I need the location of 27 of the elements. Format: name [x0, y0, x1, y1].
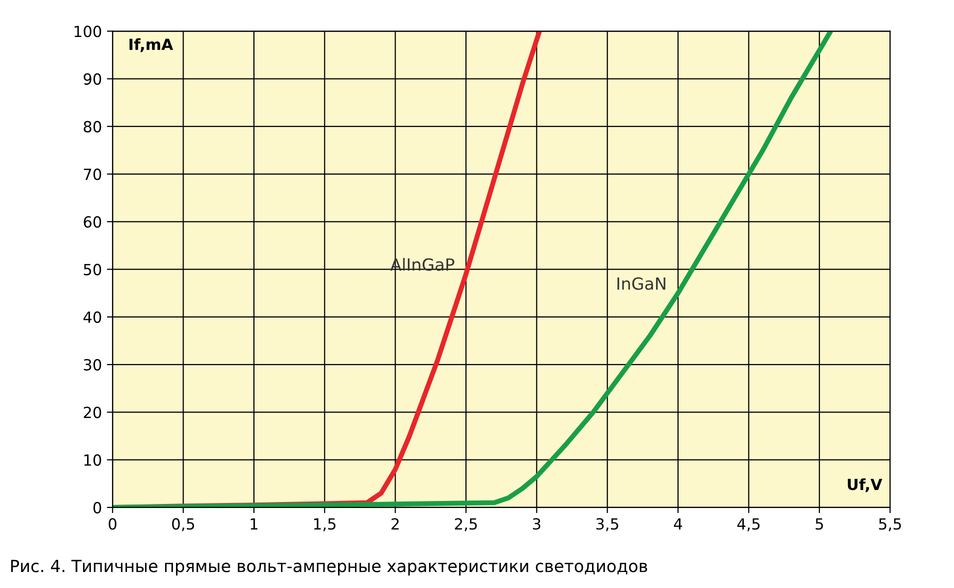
y-tick-label: 70 [84, 168, 102, 180]
x-tick-label: 2,5 [454, 518, 477, 532]
y-tick-label: 0 [93, 502, 102, 514]
x-tick-label: 1,5 [314, 518, 336, 532]
y-tick-label: 30 [84, 359, 102, 371]
x-axis-title: Uf,V [848, 478, 882, 492]
y-tick-label: 100 [74, 26, 102, 38]
x-tick-label: 5 [816, 518, 823, 530]
x-tick-label: 3,5 [596, 518, 618, 532]
x-tick-label: 0,5 [172, 518, 194, 532]
x-tick-label: 2 [392, 518, 399, 530]
x-tick-label: 0 [108, 518, 116, 530]
x-tick-label: 4,5 [737, 518, 760, 532]
x-tick-label: 1 [250, 518, 258, 530]
x-tick-label: 4 [674, 518, 682, 530]
y-tick-label: 20 [84, 406, 102, 418]
y-tick-label: 90 [84, 73, 102, 85]
y-tick-label: 10 [84, 454, 102, 466]
y-tick-label: 40 [83, 311, 102, 323]
x-tick-label: 3 [532, 518, 540, 530]
y-tick-label: 60 [84, 216, 102, 228]
x-tick-label: 5,5 [879, 518, 901, 532]
series-label: InGaN [617, 277, 666, 290]
y-axis-title: If,mA [130, 38, 174, 52]
y-tick-label: 50 [84, 264, 102, 276]
text: Рис. 4. Типичные прямые вольт-амперные характеристики светодиодов [11, 560, 648, 576]
y-tick-label: 80 [84, 120, 102, 132]
